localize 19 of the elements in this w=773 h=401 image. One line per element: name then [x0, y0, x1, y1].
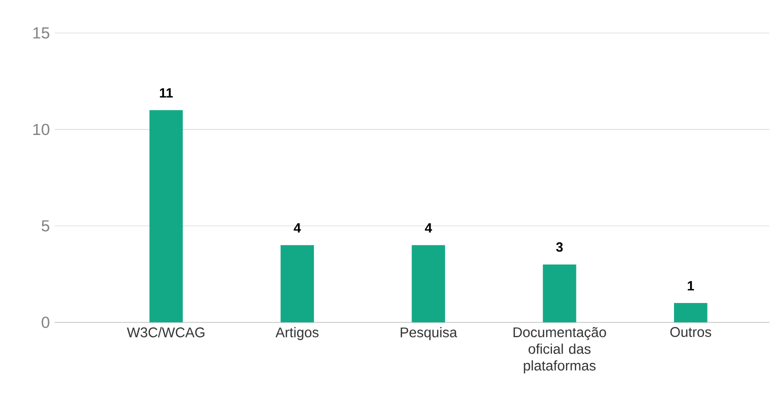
bar — [149, 110, 183, 322]
x-tick-label: W3C/WCAG — [126, 327, 204, 338]
x-tick-label: Outros — [670, 327, 712, 337]
bar — [542, 264, 576, 322]
bar — [412, 245, 446, 322]
y-tick-label: 15 — [33, 27, 50, 39]
x-tick-label: Documentação oficial das plataformas — [514, 327, 606, 374]
y-tick-label: 5 — [42, 220, 50, 232]
x-tick-label: Artigos — [276, 327, 319, 340]
data-label: 3 — [556, 242, 563, 252]
bar — [280, 245, 314, 322]
y-tick-label: 0 — [42, 316, 50, 328]
bar — [674, 303, 708, 322]
data-label: 11 — [160, 88, 173, 98]
data-label: 4 — [294, 223, 301, 232]
y-tick-label: 10 — [33, 124, 50, 136]
data-label: 4 — [424, 223, 432, 232]
data-label: 1 — [688, 281, 694, 290]
x-tick-label: Pesquisa — [400, 327, 458, 340]
